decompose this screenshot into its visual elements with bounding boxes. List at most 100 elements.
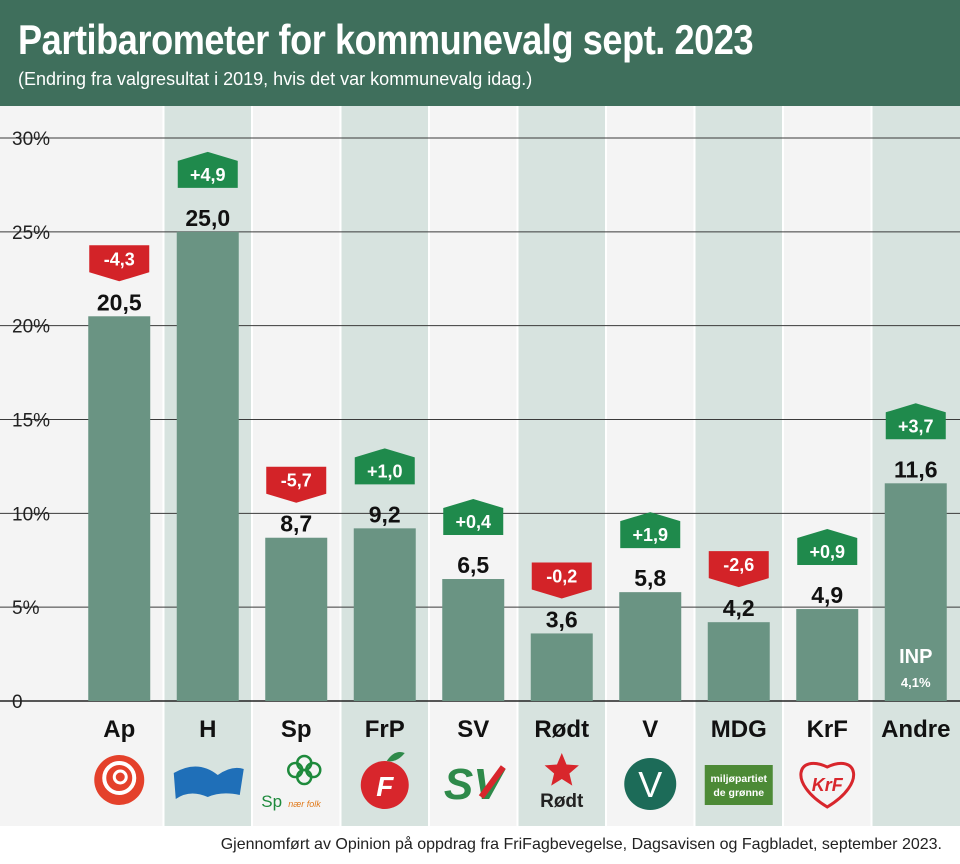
change-badge-down: [531, 562, 592, 599]
category-label: Rødt: [534, 716, 589, 743]
change-badge-up: [177, 151, 238, 188]
annotation-label: INP: [899, 646, 932, 668]
value-label: 8,7: [280, 511, 312, 537]
change-label: +1,0: [367, 461, 403, 481]
change-label: -4,3: [104, 249, 135, 269]
change-label: +1,9: [632, 525, 668, 545]
sp-logo-tagline: nær folk: [288, 799, 321, 809]
y-tick-label: 10%: [12, 504, 50, 525]
change-label: +0,9: [809, 542, 845, 562]
annotation-value: 4,1%: [901, 675, 931, 690]
y-tick-label: 0: [12, 692, 23, 713]
change-badge-up: [885, 403, 946, 440]
chart-subtitle: (Endring fra valgresultat i 2019, hvis d…: [18, 69, 533, 89]
sv-logo-accent: [478, 765, 506, 799]
krf-logo-text: KrF: [812, 775, 844, 795]
category-label: KrF: [807, 716, 848, 743]
value-label: 3,6: [546, 606, 578, 632]
value-label: 4,9: [811, 582, 843, 608]
change-badge-up: [620, 512, 681, 549]
apple-body: [360, 761, 409, 809]
v-logo-text: V: [638, 764, 662, 805]
column-bg-v: [606, 106, 695, 826]
column-bg-rødt: [517, 106, 606, 826]
rose-center: [112, 769, 128, 785]
change-label: -0,2: [546, 566, 577, 586]
value-label: 6,5: [457, 552, 489, 578]
bar-sp: [265, 537, 328, 701]
source-note: Gjennomført av Opinion på oppdrag fra Fr…: [220, 836, 942, 853]
header: Partibarometer for kommunevalg sept. 202…: [0, 0, 960, 106]
change-label: +4,9: [190, 165, 226, 185]
footer: Gjennomført av Opinion på oppdrag fra Fr…: [0, 826, 960, 864]
frp-logo-text: F: [376, 771, 394, 802]
category-label: Sp: [281, 716, 312, 743]
heart-icon: KrF: [799, 761, 856, 809]
bar-mdg: [707, 622, 770, 701]
apple-leaf: [386, 752, 405, 762]
v-circle-icon: V: [624, 758, 677, 810]
category-label: MDG: [711, 716, 767, 743]
change-label: +3,7: [898, 416, 934, 436]
category-label: Andre: [881, 716, 950, 743]
axis-area: [0, 106, 75, 826]
column-bg-sp: [252, 106, 341, 826]
chart-title: Partibarometer for kommunevalg sept. 202…: [18, 16, 754, 63]
mdg-logo-icon: miljøpartiet de grønne: [704, 765, 773, 805]
bar-rødt: [530, 633, 593, 701]
change-label: +0,4: [455, 512, 491, 532]
bar-frp: [353, 528, 416, 701]
bar-sv: [442, 579, 505, 701]
change-badge-up: [354, 448, 415, 485]
category-label: SV: [457, 716, 489, 743]
value-label: 4,2: [723, 595, 755, 621]
mdg-box: [704, 765, 773, 805]
y-tick-label: 15%: [12, 411, 50, 432]
sv-logo-text: SV: [444, 760, 506, 809]
annotation: INP 4,1%: [899, 646, 932, 690]
value-label: 20,5: [97, 289, 142, 315]
y-tick-label: 30%: [12, 129, 50, 150]
value-label: 5,8: [634, 565, 666, 591]
category-label: H: [199, 716, 216, 743]
change-badge-down: [89, 245, 150, 282]
clover-icon: Sp nær folk: [261, 754, 322, 811]
column-bg-andre: [871, 106, 960, 826]
rodt-logo-text: Rødt: [540, 791, 584, 812]
rose-icon: [94, 755, 145, 805]
column-bg-mdg: [694, 106, 783, 826]
change-badge-up: [797, 529, 858, 566]
sp-logo-text: Sp: [261, 792, 282, 811]
mdg-logo-text-2: de grønne: [713, 787, 764, 799]
value-labels: 20,5 25,0 8,7 9,2 6,5 3,6 5,8 4,2 4,9 11,6: [97, 205, 938, 633]
y-axis-tick-labels: 0 5% 10% 15% 20% 25% 30%: [12, 129, 50, 713]
y-tick-label: 5%: [12, 598, 40, 619]
apple-icon: F: [360, 752, 409, 809]
value-label: 9,2: [369, 501, 401, 527]
category-label: Ap: [103, 716, 135, 743]
y-tick-label: 25%: [12, 223, 50, 244]
change-badge-up: [443, 499, 504, 536]
change-label: -5,7: [281, 471, 312, 491]
change-badge-down: [266, 466, 327, 503]
value-label: 25,0: [185, 205, 230, 231]
column-bg-sv: [429, 106, 518, 826]
sv-logo-icon: SV: [444, 760, 506, 809]
category-label: V: [642, 716, 658, 743]
clover-leaf: [296, 768, 313, 786]
flag-shape: [173, 766, 244, 799]
bar-chart: 0 5% 10% 15% 20% 25% 30% 20,5 25,0 8,7 9,2 6,5 3,6 5…: [0, 106, 960, 826]
column-bg-krf: [783, 106, 872, 826]
change-label: -2,6: [723, 555, 754, 575]
flag-icon: [173, 766, 244, 799]
change-badges: -4,3 +4,9 -5,7 +1,0 +0,4 -0,2 +1,9 -2,6 +0,9 +3,7: [89, 151, 946, 599]
star-icon: Rødt: [540, 753, 584, 812]
mdg-logo-text: miljøpartiet: [710, 773, 767, 785]
change-badge-down: [708, 551, 769, 588]
y-tick-label: 20%: [12, 317, 50, 338]
value-label: 11,6: [894, 456, 938, 482]
bar-h: [176, 231, 239, 701]
v-circle: [624, 758, 677, 810]
bars: [88, 231, 947, 701]
